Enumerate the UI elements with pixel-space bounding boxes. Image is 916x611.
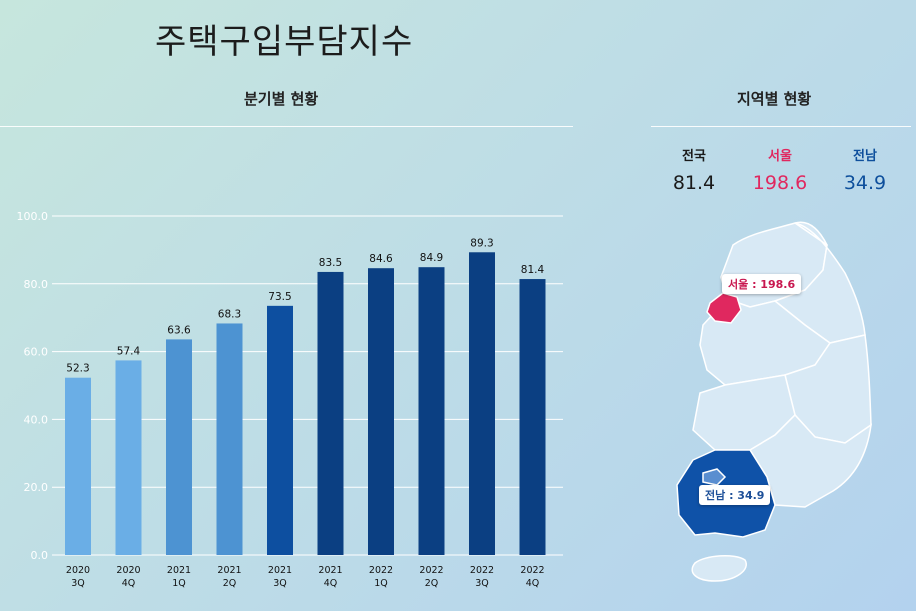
stat-national: 전국 81.4 [654,145,734,194]
x-tick-label-year: 2021 [217,565,241,576]
bar [519,279,546,555]
x-tick-label-quarter: 3Q [273,578,287,589]
bar-value-label: 81.4 [521,264,545,276]
x-tick-label-quarter: 1Q [374,578,388,589]
stat-national-label: 전국 [682,149,706,164]
map-region-jeju [691,555,747,582]
bar [166,339,192,555]
stat-seoul-label: 서울 [768,149,792,164]
bar [65,377,91,555]
x-tick-label-year: 2020 [66,565,90,576]
stat-seoul-value: 198.6 [752,172,808,194]
y-tick-label: 80.0 [24,278,49,291]
x-tick-label-quarter: 2Q [223,578,237,589]
x-tick-label-quarter: 1Q [172,578,186,589]
bar [418,267,445,555]
y-tick-label: 20.0 [24,481,49,494]
x-tick-label-year: 2020 [116,565,140,576]
x-tick-label-quarter: 4Q [122,578,136,589]
x-tick-label-year: 2021 [318,565,342,576]
x-tick-label-quarter: 4Q [526,578,540,589]
bar-value-label: 68.3 [218,308,241,320]
x-tick-label-year: 2022 [369,565,393,576]
stat-jeonnam-value: 34.9 [843,172,887,194]
map-mainland [676,221,872,582]
x-tick-label-quarter: 2Q [425,578,439,589]
quarterly-divider [0,126,573,127]
x-tick-label-year: 2022 [520,565,544,576]
x-tick-label-quarter: 4Q [324,578,338,589]
stat-national-value: 81.4 [672,172,716,194]
map-region-gyeongnam [748,413,872,508]
x-tick-label-year: 2022 [419,565,443,576]
bar [469,252,495,555]
quarterly-section-title: 분기별 현황 [244,90,319,108]
x-tick-label-year: 2022 [470,565,494,576]
bar-value-label: 63.6 [167,324,191,336]
y-tick-label: 100.0 [17,210,49,223]
stat-jeonnam-label: 전남 [853,149,877,164]
bar-chart: 0.0 20.0 40.0 60.0 80.0 100.0 52.3 2020 3Q 57.4 20… [17,210,563,589]
bar [267,305,293,555]
korea-map [676,221,872,582]
bar-value-label: 52.3 [66,363,89,375]
stat-jeonnam: 전남 34.9 [825,145,905,194]
page-title: 주택구입부담지수 [155,22,414,62]
bar-value-label: 73.5 [268,291,291,303]
x-tick-label-year: 2021 [268,565,292,576]
bar [368,268,394,555]
y-tick-label: 60.0 [24,346,49,359]
bar-value-label: 83.5 [319,257,342,269]
x-tick-label-quarter: 3Q [71,578,85,589]
bar-value-label: 57.4 [117,345,141,357]
bar-value-label: 84.6 [369,253,393,265]
map-region-gwangju [702,468,727,486]
bar [115,360,142,555]
bar [317,271,344,555]
seoul-callout: 서울 : 198.6 [722,274,802,294]
jeonnam-callout: 전남 : 34.9 [699,485,771,505]
x-tick-label-year: 2021 [167,565,191,576]
regional-section-title: 지역별 현황 [737,90,812,108]
bar-value-label: 89.3 [470,237,493,249]
x-tick-label-quarter: 3Q [475,578,489,589]
y-tick-label: 0.0 [31,549,49,562]
stat-seoul: 서울 198.6 [740,145,820,194]
bar [216,323,243,555]
regional-divider [651,126,911,127]
y-tick-label: 40.0 [24,413,49,426]
bar-value-label: 84.9 [420,252,443,264]
